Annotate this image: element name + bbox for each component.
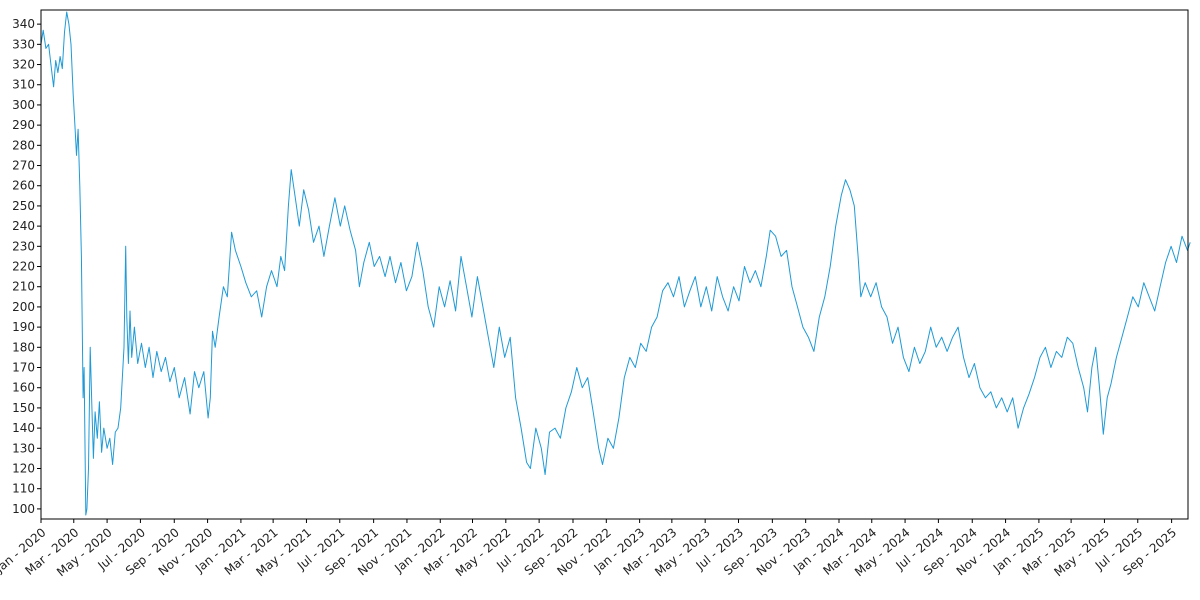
y-tick-label: 260 bbox=[12, 179, 35, 193]
y-tick-label: 320 bbox=[12, 58, 35, 72]
y-tick-label: 290 bbox=[12, 118, 35, 132]
y-tick-label: 240 bbox=[12, 219, 35, 233]
y-tick-label: 140 bbox=[12, 421, 35, 435]
y-tick-label: 100 bbox=[12, 502, 35, 516]
y-tick-label: 180 bbox=[12, 340, 35, 354]
y-tick-label: 170 bbox=[12, 361, 35, 375]
series-line bbox=[40, 11, 1191, 516]
y-tick-label: 280 bbox=[12, 138, 35, 152]
series-layer bbox=[40, 11, 1191, 516]
y-tick-label: 210 bbox=[12, 280, 35, 294]
y-tick-label: 130 bbox=[12, 441, 35, 455]
y-tick-label: 220 bbox=[12, 260, 35, 274]
y-tick-label: 190 bbox=[12, 320, 35, 334]
y-tick-label: 120 bbox=[12, 462, 35, 476]
y-tick-label: 200 bbox=[12, 300, 35, 314]
y-tick-label: 150 bbox=[12, 401, 35, 415]
y-tick-label: 160 bbox=[12, 381, 35, 395]
y-tick-label: 310 bbox=[12, 78, 35, 92]
y-tick-label: 340 bbox=[12, 17, 35, 31]
y-tick-label: 270 bbox=[12, 159, 35, 173]
y-axis: 100 110 120 130 140 150 160 170 180 190 200 210 220 2… bbox=[12, 17, 41, 516]
y-tick-label: 330 bbox=[12, 37, 35, 51]
y-tick-label: 300 bbox=[12, 98, 35, 112]
plot-frame bbox=[40, 9, 1189, 520]
y-tick-label: 250 bbox=[12, 199, 35, 213]
y-tick-label: 230 bbox=[12, 239, 35, 253]
y-tick-label: 110 bbox=[12, 482, 35, 496]
